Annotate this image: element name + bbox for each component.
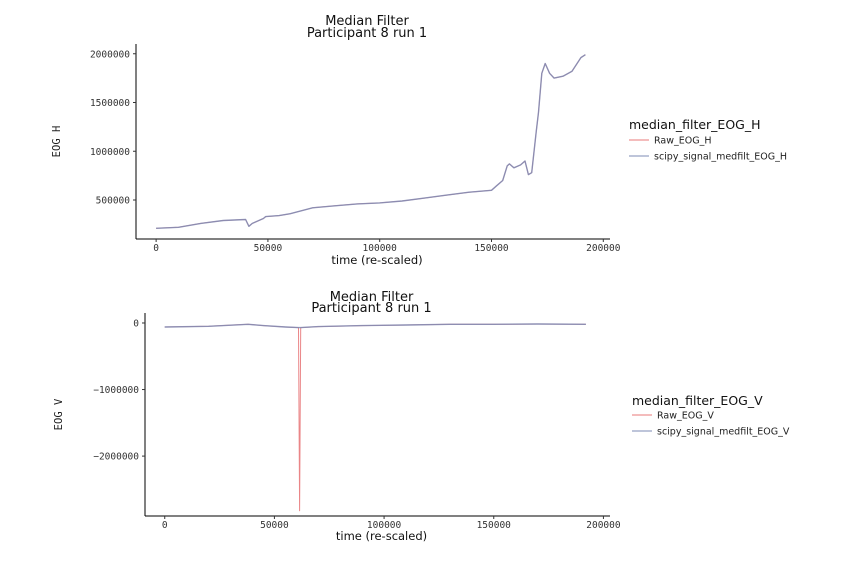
panel-2-series-raw-line [164,323,586,512]
panel-1-y-axis-title: EOG H [51,126,63,158]
panel-2-y-axis-title: EOG V [53,398,65,430]
panel-1-x-tick-label: 50000 [254,243,283,254]
panel-2-x-tick-label: 100000 [367,520,402,531]
panel-1-x-tick-label: 100000 [363,243,398,254]
panel-2-legend-label-2: scipy_signal_medfilt_EOG_V [657,427,790,438]
panel-2-legend-title: median_filter_EOG_V [632,393,763,408]
panel-1-x-tick-label: 150000 [474,243,509,254]
panel-2-x-tick-label: 50000 [260,520,289,531]
panel-2-title-line-2: Participant 8 run 1 [311,301,431,316]
panel-1-y-tick-label: 2000000 [90,49,130,60]
panel-1-x-axis-title: time (re-scaled) [331,253,422,267]
panel-1-title-line-1: Median Filter [325,14,409,29]
panel-2-x-tick-label: 200000 [586,520,621,531]
panel-1-legend-title: median_filter_EOG_H [629,117,761,132]
panel-1-y-tick-label: 500000 [96,196,131,207]
panel-2-y-tick-label: −2000000 [93,452,139,463]
panel-2-x-axis-title: time (re-scaled) [336,529,427,543]
panel-1-series-medfilt-line [156,54,586,229]
panel-1-y-tick-label: 1500000 [90,98,130,109]
panel-2-x-tick-label: 150000 [477,520,512,531]
panel-1-title-line-2: Participant 8 run 1 [307,26,427,41]
panel-1-series-raw-line [156,54,586,229]
panel-1-y-tick-label: 1000000 [90,147,130,158]
panel-2-y-tick-label: −1000000 [93,385,139,396]
panel-1-legend-label-2: scipy_signal_medfilt_EOG_H [654,152,787,163]
panel-1-legend-label-1: Raw_EOG_H [654,136,711,147]
panel-1-x-tick-label: 200000 [586,243,621,254]
panel-2-legend-label-1: Raw_EOG_V [657,411,714,422]
panel-2-x-tick-label: 0 [162,520,168,531]
panel-1-x-tick-label: 0 [153,243,159,254]
panel-2-title-line-1: Median Filter [330,290,414,305]
panel-2-y-tick-label: 0 [133,318,139,329]
panel-2-series-medfilt-line [164,323,586,329]
